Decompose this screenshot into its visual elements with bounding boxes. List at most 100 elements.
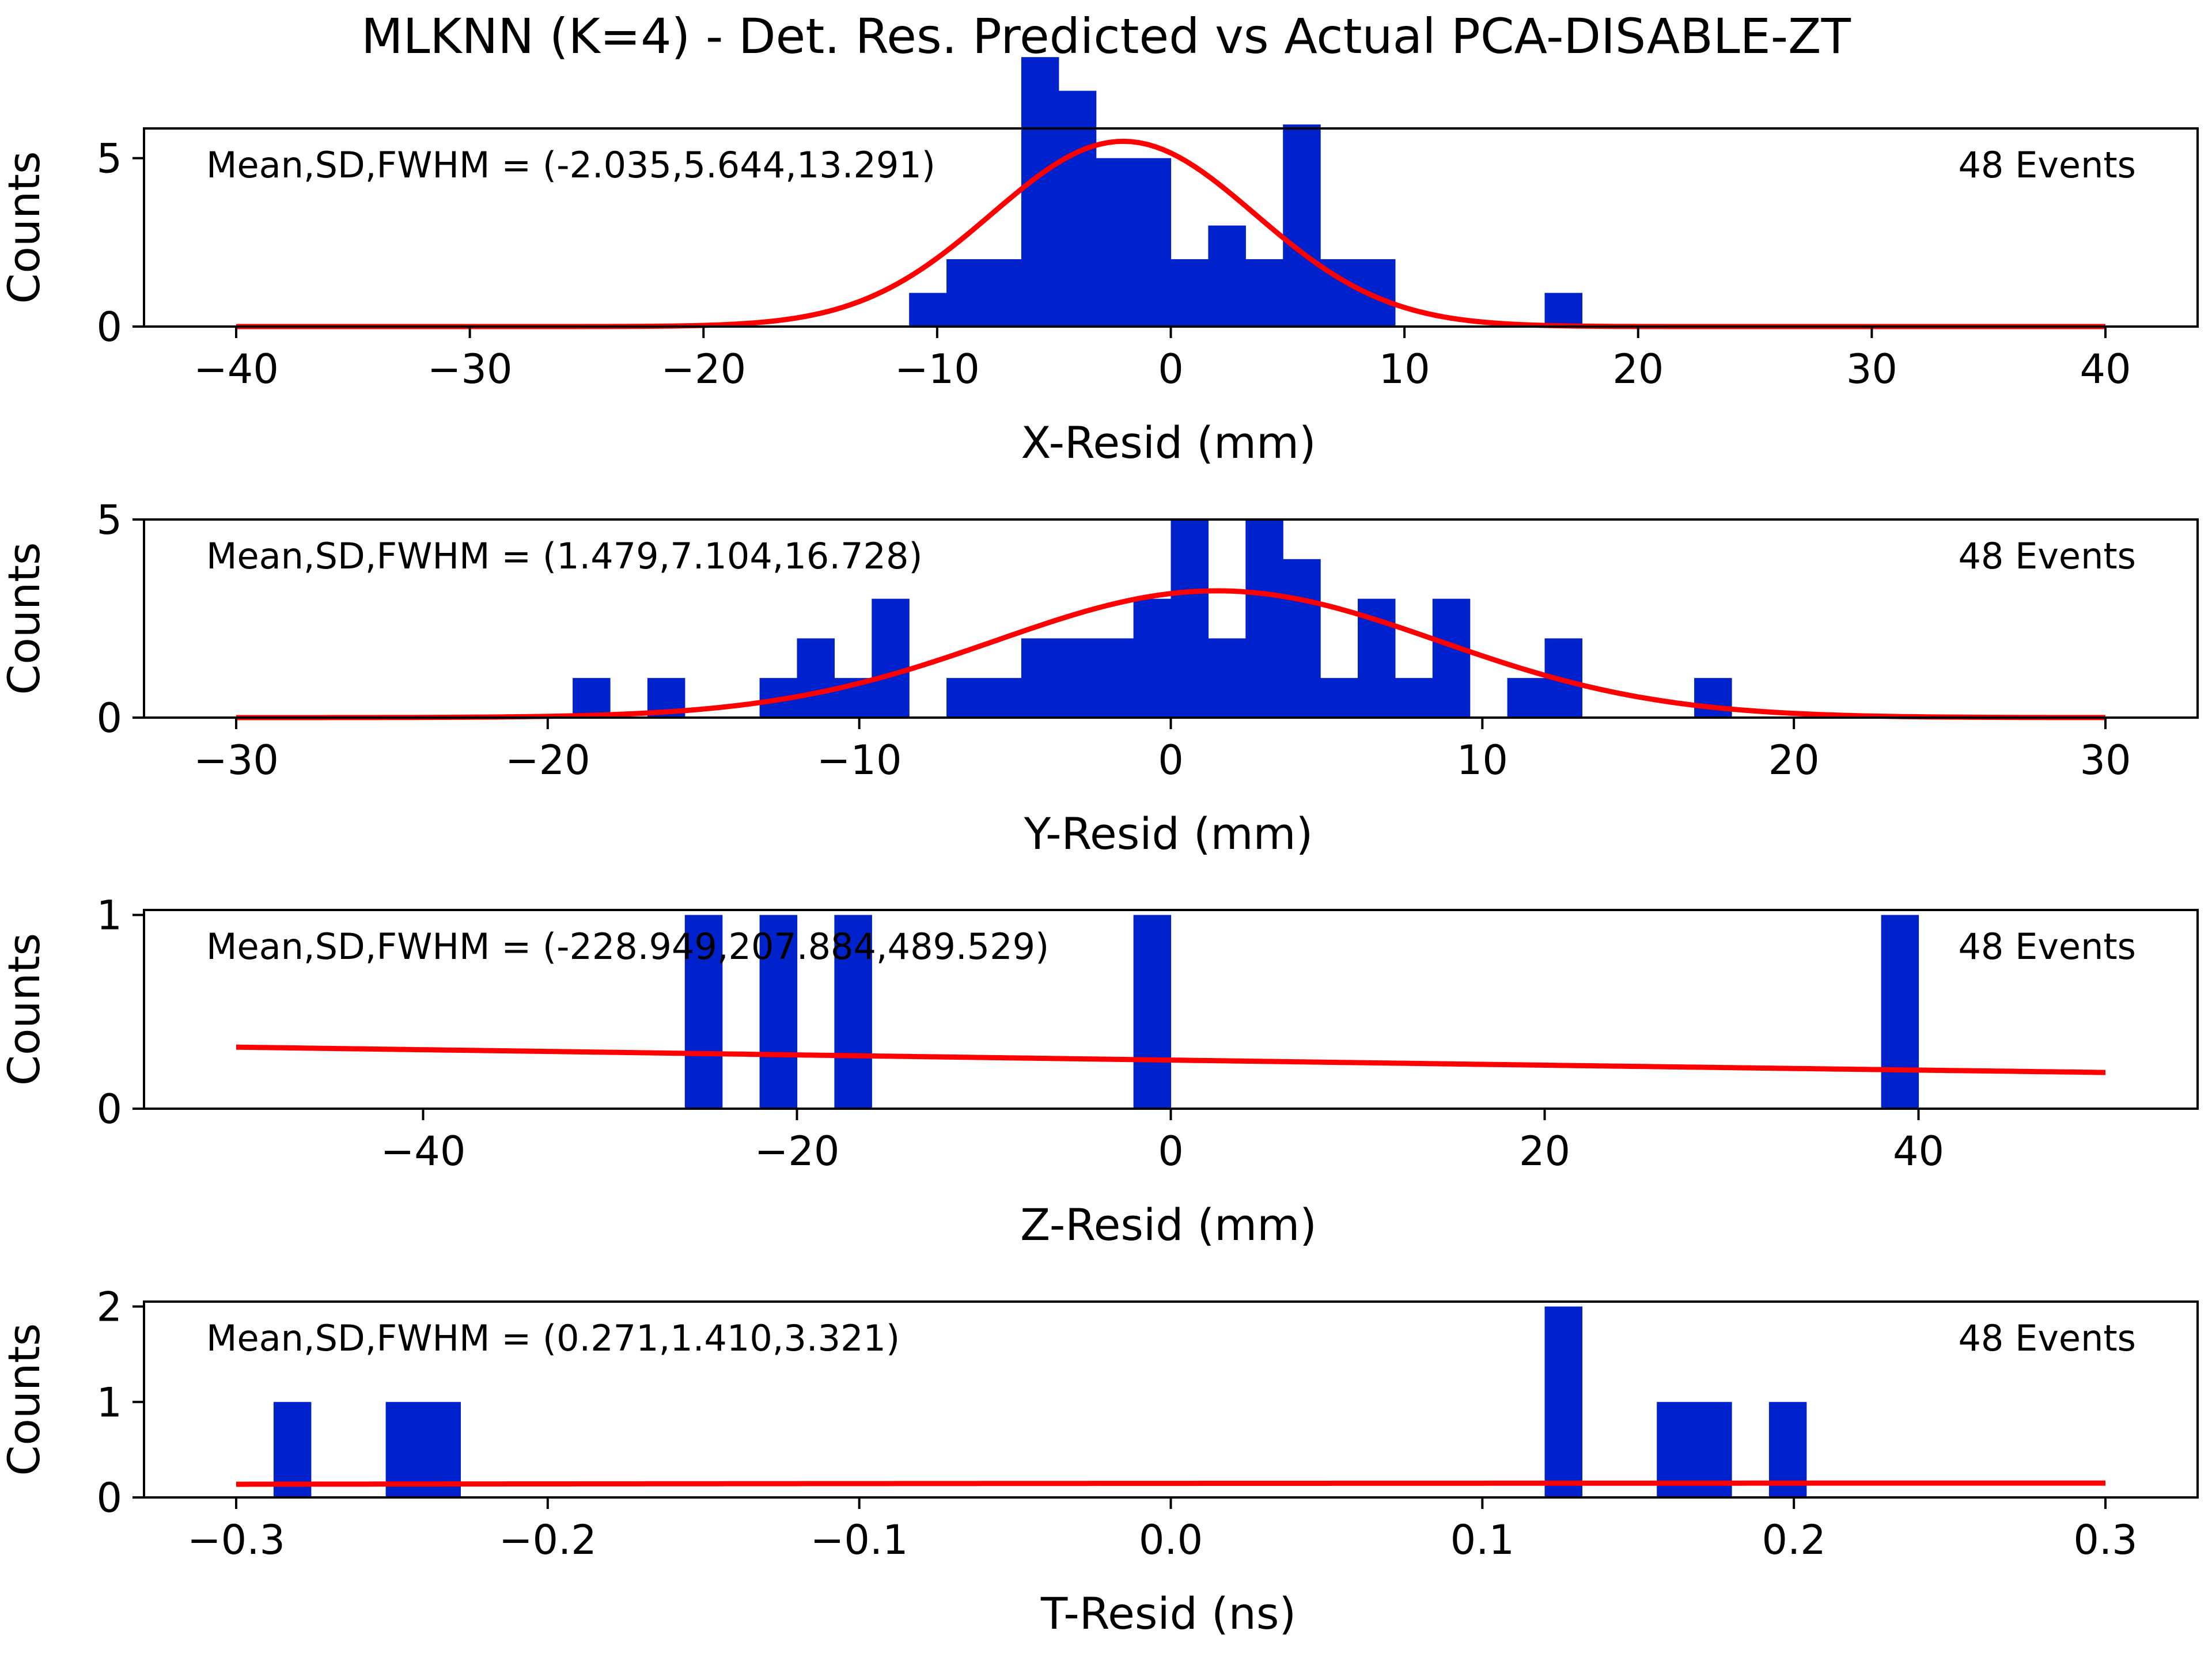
histogram-panel-1: −40 −30 −20 −10 0 10 20 30 40 0 5 X-Resid (mm) Count…	[0, 57, 2199, 468]
histogram-panel-2: −30 −20 −10 0 10 20 30 0 5 Y-Resid (mm) Counts Mean…	[0, 496, 2199, 859]
x-tick-label: 10	[1457, 737, 1508, 784]
x-tick-label: 10	[1379, 346, 1430, 393]
histogram-bars	[684, 915, 1919, 1109]
histogram-bar	[1208, 638, 1246, 718]
x-tick-label: −20	[661, 346, 746, 393]
gaussian-fit-line	[236, 588, 2106, 720]
histogram-bar	[797, 638, 835, 718]
x-tick-label: 0.3	[2073, 1516, 2137, 1564]
y-tick-label: 1	[96, 892, 122, 939]
stats-annotation: Mean,SD,FWHM = (0.271,1.410,3.321)	[206, 1317, 900, 1359]
x-tick-label: 0	[1158, 737, 1184, 784]
y-axis-label: Counts	[0, 151, 50, 304]
histogram-bar	[684, 915, 723, 1109]
x-tick-label: −10	[895, 346, 980, 393]
histogram-bar	[946, 259, 984, 327]
histogram-bar	[1507, 678, 1546, 718]
x-tick-label: 20	[1768, 737, 1820, 784]
histogram-bar	[1058, 638, 1097, 718]
x-axis-label: X-Resid (mm)	[1021, 417, 1316, 468]
events-count-label: 48 Events	[1958, 1317, 2136, 1359]
x-tick-label: −20	[505, 737, 590, 784]
x-tick-label: 0	[1158, 1128, 1184, 1175]
x-tick-label: 30	[2080, 737, 2131, 784]
histogram-bar	[1096, 638, 1134, 718]
x-tick-label: 40	[1893, 1128, 1944, 1175]
histogram-bar	[1544, 1306, 1582, 1497]
histogram-bar	[1171, 519, 1209, 718]
x-tick-label: −0.3	[187, 1516, 285, 1564]
histogram-bar	[1021, 638, 1059, 718]
histogram-bar	[872, 598, 910, 718]
x-tick-label: −0.2	[499, 1516, 597, 1564]
x-tick-label: −40	[194, 346, 279, 393]
y-axis-label: Counts	[0, 1323, 50, 1476]
histogram-bar	[573, 678, 611, 718]
histogram-bar	[946, 678, 984, 718]
histogram-bar	[1320, 678, 1358, 718]
x-axis-label: Z-Resid (mm)	[1020, 1199, 1317, 1250]
gaussian-fit-line	[236, 1044, 2106, 1075]
histogram-bar	[1432, 598, 1471, 718]
x-axis-label: Y-Resid (mm)	[1024, 808, 1313, 859]
x-tick-label: 0.0	[1139, 1516, 1203, 1564]
y-tick-label: 2	[96, 1284, 122, 1331]
y-tick-label: 5	[96, 496, 122, 544]
histogram-bar	[1133, 158, 1172, 327]
gaussian-fit-line	[236, 1480, 2105, 1487]
y-tick-label: 0	[96, 1086, 122, 1133]
x-tick-label: −10	[817, 737, 902, 784]
x-tick-label: −30	[194, 737, 279, 784]
stats-annotation: Mean,SD,FWHM = (-2.035,5.644,13.291)	[206, 144, 935, 186]
y-axis-label: Counts	[0, 542, 50, 695]
histogram-bar	[1694, 678, 1732, 718]
histogram-bars	[573, 519, 1732, 718]
x-tick-label: −20	[755, 1128, 840, 1175]
histogram-bar	[1208, 225, 1246, 327]
histogram-panel-4: −0.3 −0.2 −0.1 0.0 0.1 0.2 0.3 0 1 2 T-Resid (ns) C…	[0, 1284, 2199, 1639]
histogram-bar	[984, 259, 1022, 327]
events-count-label: 48 Events	[1958, 535, 2136, 577]
y-axis-label: Counts	[0, 933, 50, 1086]
histogram-bar	[834, 915, 872, 1109]
y-tick-label: 0	[96, 1474, 122, 1522]
histogram-bar	[1395, 678, 1433, 718]
y-tick-label: 1	[96, 1379, 122, 1426]
x-axis-label: T-Resid (ns)	[1040, 1588, 1296, 1639]
histogram-bar	[984, 678, 1022, 718]
events-count-label: 48 Events	[1958, 144, 2136, 186]
histogram-bar	[273, 1402, 312, 1497]
histogram-bar	[1283, 124, 1321, 327]
x-tick-label: 30	[1846, 346, 1897, 393]
histogram-panel-3: −40 −20 0 20 40 0 1 Z-Resid (mm) Counts Mean,SD,F…	[0, 892, 2199, 1250]
x-tick-label: −40	[381, 1128, 466, 1175]
histogram-bar	[1245, 259, 1283, 327]
figure-title: MLKNN (K=4) - Det. Res. Predicted vs Act…	[361, 8, 1851, 65]
histogram-bar	[1096, 158, 1134, 327]
y-tick-label: 5	[96, 135, 122, 183]
y-tick-label: 0	[96, 304, 122, 351]
x-tick-label: 20	[1612, 346, 1664, 393]
histogram-bar	[1133, 598, 1172, 718]
histogram-bar	[1245, 519, 1283, 718]
x-tick-label: 20	[1519, 1128, 1570, 1175]
x-tick-label: 0	[1158, 346, 1184, 393]
x-tick-label: −30	[427, 346, 513, 393]
y-tick-label: 0	[96, 695, 122, 742]
histogram-bar	[1881, 915, 1919, 1109]
histogram-bar	[759, 915, 798, 1109]
x-tick-label: 0.2	[1762, 1516, 1826, 1564]
x-tick-label: −0.1	[810, 1516, 908, 1564]
histogram-bar	[1171, 259, 1209, 327]
histogram-bar	[1544, 293, 1582, 327]
histogram-bar	[1133, 915, 1172, 1109]
histogram-bar	[1021, 57, 1059, 327]
histogram-bar	[909, 293, 947, 327]
histogram-bars	[909, 57, 1582, 327]
x-tick-label: 0.1	[1450, 1516, 1514, 1564]
histogram-bar	[1058, 90, 1097, 327]
x-tick-label: 40	[2080, 346, 2131, 393]
